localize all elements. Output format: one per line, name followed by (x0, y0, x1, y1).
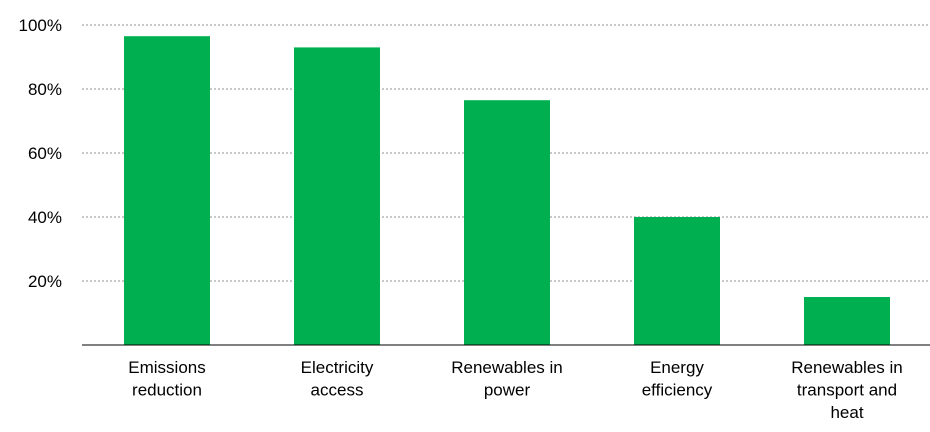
bars (124, 36, 890, 346)
x-category-label: Renewables in transport and heat (791, 358, 903, 422)
bar (124, 36, 210, 345)
x-axis-category-labels: Emissions reduction Electricity access Renew… (128, 358, 902, 422)
y-tick-label: 100% (19, 16, 62, 35)
y-tick-label: 40% (28, 208, 62, 227)
y-axis-tick-labels: 20% 40% 60% 80% 100% (19, 16, 62, 291)
y-tick-label: 20% (28, 272, 62, 291)
x-category-label: Electricity access (301, 358, 374, 400)
x-category-label: Energy efficiency (642, 358, 713, 400)
y-tick-label: 60% (28, 144, 62, 163)
y-tick-label: 80% (28, 80, 62, 99)
bar (294, 47, 380, 346)
bar (804, 297, 890, 345)
bar (464, 100, 550, 345)
bar (634, 217, 720, 345)
x-category-label: Renewables in power (451, 358, 563, 400)
x-category-label: Emissions reduction (128, 358, 205, 400)
